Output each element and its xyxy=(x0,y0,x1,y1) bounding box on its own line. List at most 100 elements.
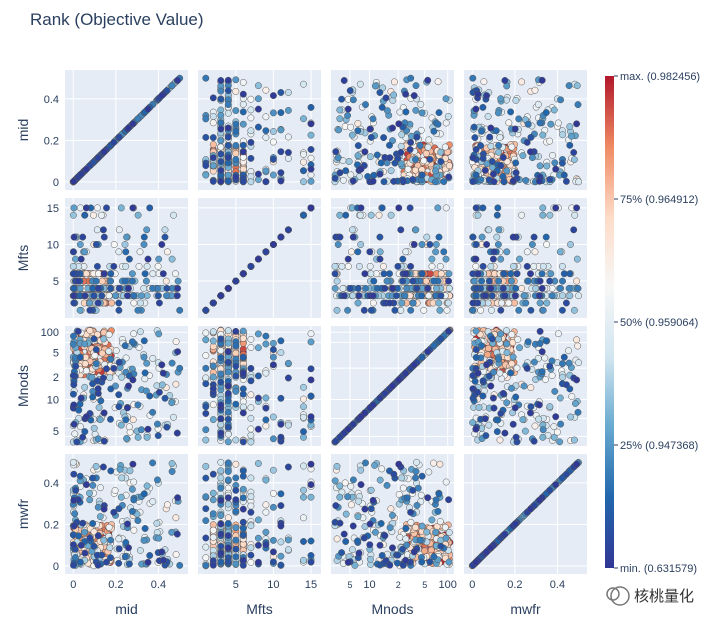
data-point xyxy=(233,475,239,481)
data-point xyxy=(535,101,541,107)
data-point xyxy=(300,494,306,500)
data-point xyxy=(99,350,105,356)
data-point xyxy=(475,212,481,218)
data-point xyxy=(156,300,162,306)
data-point xyxy=(210,178,216,184)
data-point xyxy=(561,172,567,178)
data-point xyxy=(170,212,176,218)
data-point xyxy=(557,395,563,401)
data-point xyxy=(71,234,77,240)
data-point xyxy=(173,515,179,521)
data-point xyxy=(473,106,479,112)
data-point xyxy=(536,178,542,184)
data-point xyxy=(123,417,129,423)
data-point xyxy=(421,158,427,164)
data-point xyxy=(218,559,224,565)
data-point xyxy=(164,249,170,255)
data-point xyxy=(403,109,409,115)
data-point xyxy=(300,396,306,402)
data-point xyxy=(118,494,124,500)
data-point xyxy=(263,417,269,423)
data-point xyxy=(308,178,314,184)
data-point xyxy=(83,368,89,374)
data-point xyxy=(218,126,224,132)
data-point xyxy=(473,146,479,152)
data-point xyxy=(486,373,492,379)
data-point xyxy=(513,434,519,440)
data-point xyxy=(489,336,495,342)
data-point xyxy=(553,414,559,420)
data-point xyxy=(218,178,224,184)
data-point xyxy=(240,121,246,127)
data-point xyxy=(125,545,131,551)
data-point xyxy=(86,490,92,496)
data-point xyxy=(518,212,524,218)
data-point xyxy=(504,400,510,406)
data-point xyxy=(494,234,500,240)
data-point xyxy=(540,263,546,269)
data-point xyxy=(278,491,284,497)
data-point xyxy=(308,172,314,178)
data-point xyxy=(473,354,479,360)
data-point xyxy=(225,110,231,116)
data-point xyxy=(392,307,398,313)
data-point xyxy=(368,307,374,313)
data-point xyxy=(103,366,109,372)
data-point xyxy=(308,339,314,345)
data-point xyxy=(156,331,162,337)
data-point xyxy=(575,409,581,415)
data-point xyxy=(123,435,129,441)
data-point xyxy=(233,150,239,156)
data-point xyxy=(389,383,395,389)
data-point xyxy=(308,538,314,544)
data-point xyxy=(473,256,479,262)
data-point xyxy=(218,512,224,518)
data-point xyxy=(159,241,165,247)
data-point xyxy=(539,368,545,374)
panel-mwfr-vs-mid xyxy=(65,454,188,574)
data-point xyxy=(344,307,350,313)
data-point xyxy=(127,468,133,474)
data-point xyxy=(509,331,515,337)
data-point xyxy=(169,360,175,366)
data-point xyxy=(480,155,486,161)
data-point xyxy=(559,132,565,138)
data-point xyxy=(445,300,451,306)
data-point xyxy=(436,234,442,240)
data-point xyxy=(337,170,343,176)
data-point xyxy=(147,552,153,558)
data-point xyxy=(80,434,86,440)
data-point xyxy=(300,179,306,185)
data-point xyxy=(496,227,502,233)
data-point xyxy=(435,121,441,127)
data-point xyxy=(210,329,216,335)
data-point xyxy=(116,249,122,255)
data-point xyxy=(388,168,394,174)
data-point xyxy=(473,172,479,178)
data-point xyxy=(419,172,425,178)
panel-Mnods-vs-mwfr xyxy=(464,326,587,446)
data-point xyxy=(506,300,512,306)
data-point xyxy=(491,405,497,411)
data-point xyxy=(233,508,239,514)
data-point xyxy=(509,144,515,150)
data-point xyxy=(539,285,545,291)
data-point xyxy=(248,139,254,145)
data-point xyxy=(263,423,269,429)
data-point xyxy=(389,125,395,131)
data-point xyxy=(270,139,276,145)
data-point xyxy=(480,205,486,211)
data-point xyxy=(543,338,549,344)
data-point xyxy=(395,263,401,269)
data-point xyxy=(407,146,413,152)
data-point xyxy=(300,515,306,521)
data-point xyxy=(240,328,246,334)
data-point xyxy=(278,349,284,355)
data-point xyxy=(335,127,341,133)
data-point xyxy=(540,427,546,433)
data-point xyxy=(548,271,554,277)
data-point xyxy=(521,293,527,299)
data-point xyxy=(495,278,501,284)
data-point xyxy=(443,256,449,262)
data-point xyxy=(210,134,216,140)
